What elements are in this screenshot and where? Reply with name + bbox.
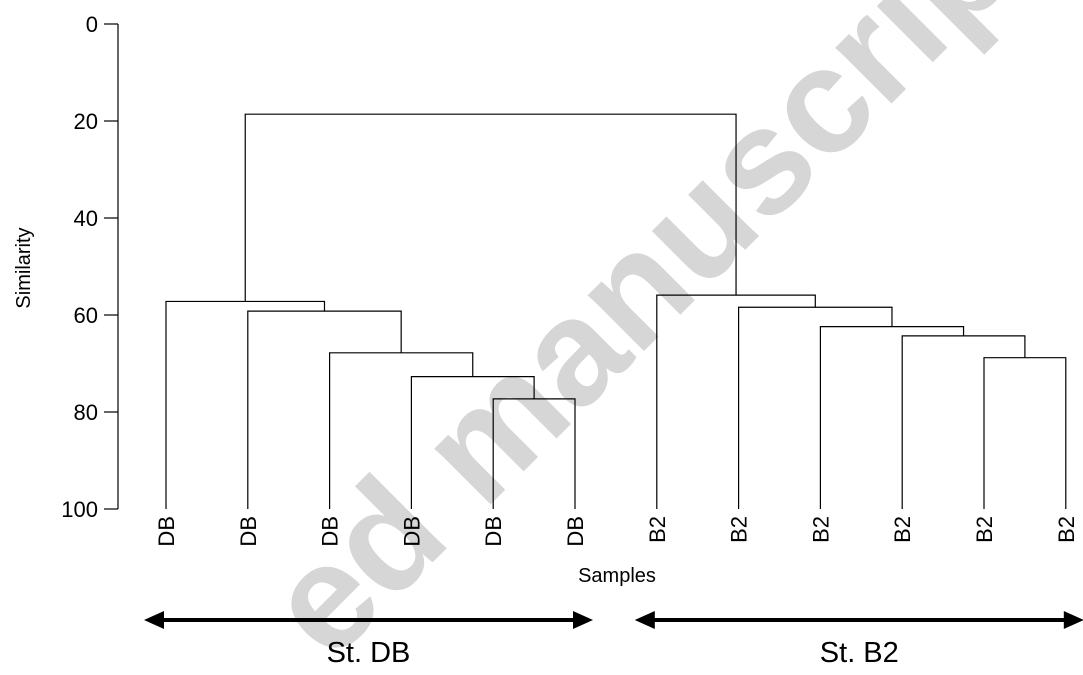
- group-label-1: St. B2: [820, 637, 899, 669]
- leaf-label-4: DB: [481, 516, 506, 547]
- group-arrow-right-head-0: [573, 611, 593, 629]
- leaf-label-3: DB: [399, 516, 424, 547]
- dendrogram-tree: [165, 113, 1067, 509]
- group-arrow-left-head-1: [634, 611, 655, 629]
- leaf-labels: DB DB DB DB DB DB B2 B2 B2 B2 B2 B2: [154, 516, 1079, 547]
- y-tick-label-0: 0: [86, 12, 98, 37]
- leaf-label-6: B2: [645, 516, 670, 543]
- x-axis-title: Samples: [578, 565, 656, 587]
- leaf-label-1: DB: [236, 516, 261, 547]
- leaf-label-7: B2: [727, 516, 752, 543]
- merge-link-4: [165, 300, 326, 509]
- y-tick-label-3: 60: [74, 303, 98, 328]
- leaf-label-0: DB: [154, 516, 179, 547]
- merge-link-8: [738, 306, 893, 509]
- y-axis: 0 20 40 60 80 100: [61, 12, 119, 522]
- group-label-0: St. DB: [327, 637, 411, 669]
- y-axis-title: Similarity: [13, 227, 35, 308]
- leaf-label-11: B2: [1054, 516, 1079, 543]
- leaf-label-10: B2: [972, 516, 997, 543]
- group-arrow-right-head-1: [1063, 611, 1083, 629]
- merge-link-7: [819, 326, 965, 509]
- y-tick-label-5: 100: [61, 497, 98, 522]
- leaf-label-9: B2: [890, 516, 915, 543]
- group-arrow-left-head-0: [144, 611, 164, 629]
- y-tick-label-4: 80: [74, 400, 98, 425]
- leaf-label-8: B2: [808, 516, 833, 543]
- merge-link-10: [244, 113, 737, 302]
- merge-link-6: [901, 335, 1026, 509]
- leaf-label-5: DB: [563, 516, 588, 547]
- y-tick-label-1: 20: [74, 109, 98, 134]
- leaf-label-2: DB: [318, 516, 343, 547]
- merge-link-5: [983, 357, 1067, 509]
- y-tick-label-2: 40: [74, 206, 98, 231]
- group-arrows: St. DB St. B2: [144, 611, 1083, 669]
